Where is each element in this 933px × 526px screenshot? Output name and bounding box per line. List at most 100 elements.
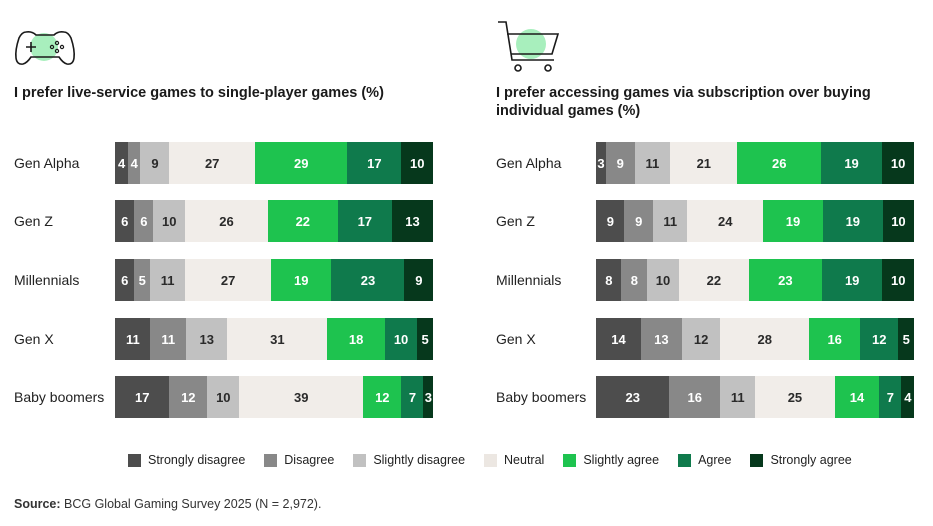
data-label: 39 — [293, 389, 309, 405]
bar-segment-slightly-agree: 16 — [809, 318, 861, 360]
data-label: 9 — [635, 213, 643, 229]
legend-item-neutral: Neutral — [484, 453, 544, 467]
bar-segment-neutral: 22 — [678, 259, 750, 301]
data-label: 23 — [360, 272, 376, 288]
bar-segment-neutral: 26 — [184, 200, 269, 242]
bar-segment-disagree: 5 — [134, 259, 151, 301]
data-label: 12 — [375, 389, 390, 405]
legend-item-slightly-disagree: Slightly disagree — [353, 453, 465, 467]
bar-segment-agree: 17 — [337, 200, 393, 242]
data-label: 3 — [597, 155, 605, 171]
data-label: 11 — [125, 331, 140, 347]
data-label: 14 — [849, 389, 865, 405]
data-label: 19 — [844, 155, 859, 171]
bar-segment-slightly-disagree: 11 — [149, 259, 186, 301]
data-label: 21 — [696, 155, 712, 171]
bar-segment-slightly-agree: 19 — [762, 200, 824, 242]
bar-segment-strongly-disagree: 6 — [115, 259, 135, 301]
bar-segment-strongly-agree: 9 — [404, 259, 434, 301]
data-label: 11 — [645, 155, 660, 171]
data-label: 10 — [216, 389, 231, 405]
bar-segment-slightly-disagree: 11 — [720, 376, 756, 418]
bar-segment-disagree: 8 — [621, 259, 648, 301]
data-label: 9 — [415, 272, 423, 288]
bar-segment-strongly-disagree: 17 — [115, 376, 170, 418]
legend-swatch — [353, 453, 367, 467]
data-label: 29 — [293, 155, 309, 171]
legend-label: Strongly disagree — [148, 453, 246, 467]
bar-segment-agree: 7 — [879, 376, 902, 418]
legend-item-disagree: Disagree — [264, 453, 334, 467]
data-label: 5 — [902, 331, 910, 347]
data-label: 14 — [611, 331, 626, 347]
bar-segment-slightly-agree: 29 — [254, 142, 348, 184]
legend-swatch — [128, 453, 141, 467]
bar-segment-slightly-agree: 18 — [327, 318, 386, 360]
legend-label: Disagree — [284, 453, 335, 467]
data-label: 26 — [772, 155, 787, 171]
legend-item-agree: Agree — [678, 453, 731, 467]
legend-swatch — [563, 453, 577, 467]
category-label: Gen Z — [14, 213, 53, 229]
bar-segment-disagree: 13 — [640, 318, 683, 360]
category-label: Baby boomers — [14, 389, 105, 405]
bar-segment-disagree: 4 — [127, 142, 141, 184]
data-label: 28 — [757, 331, 772, 347]
bar-segment-disagree: 12 — [169, 376, 208, 418]
data-label: 12 — [181, 389, 196, 405]
data-label: 9 — [606, 213, 614, 229]
chart-legend: Strongly disagree Disagree Slightly disagr… — [128, 452, 871, 468]
data-label: 11 — [663, 213, 678, 229]
bar-segment-strongly-disagree: 9 — [596, 200, 625, 242]
chart-panel-live-service: I prefer live-service games to single-pl… — [0, 0, 460, 440]
bar-segment-agree: 7 — [401, 376, 424, 418]
category-label: Baby boomers — [496, 389, 587, 405]
data-label: 5 — [138, 272, 146, 288]
data-label: 11 — [730, 389, 745, 405]
bar-segment-strongly-agree: 4 — [901, 376, 915, 418]
bar-segment-agree: 12 — [859, 318, 899, 360]
data-label: 10 — [393, 331, 409, 347]
data-label: 26 — [219, 213, 234, 229]
category-label: Millennials — [14, 272, 80, 288]
bar-segment-slightly-disagree: 10 — [207, 376, 240, 418]
category-label: Gen X — [14, 331, 54, 347]
bar-segment-strongly-agree: 3 — [423, 376, 434, 418]
chart-title: I prefer live-service games to single-pl… — [14, 85, 384, 101]
data-label: 19 — [785, 213, 801, 229]
legend-swatch — [750, 453, 764, 467]
data-label: 13 — [654, 331, 669, 347]
bar-segment-disagree: 9 — [624, 200, 654, 242]
source-text: BCG Global Gaming Survey 2025 (N = 2,972… — [60, 497, 322, 511]
legend-swatch — [678, 453, 692, 467]
data-label: 8 — [605, 272, 613, 288]
category-label: Gen Alpha — [14, 155, 80, 171]
game-controller-icon — [15, 31, 75, 65]
bar-segment-strongly-agree: 10 — [882, 200, 915, 242]
legend-label: Strongly agree — [770, 453, 852, 467]
bar-segment-neutral: 21 — [669, 142, 738, 184]
bar-segment-strongly-disagree: 3 — [596, 142, 607, 184]
bar-segment-slightly-agree: 14 — [834, 376, 880, 418]
bar-segment-strongly-disagree: 14 — [596, 318, 641, 360]
data-label: 22 — [706, 272, 722, 288]
data-label: 9 — [616, 155, 624, 171]
bar-segment-disagree: 9 — [605, 142, 635, 184]
shopping-cart-icon — [498, 21, 560, 72]
bar-segment-strongly-agree: 5 — [898, 318, 915, 360]
data-label: 12 — [693, 331, 709, 347]
data-label: 11 — [160, 272, 175, 288]
data-label: 7 — [886, 389, 894, 405]
legend-label: Slightly disagree — [373, 453, 466, 467]
bar-segment-slightly-disagree: 13 — [185, 318, 228, 360]
data-label: 10 — [410, 155, 425, 171]
data-label: 10 — [890, 155, 906, 171]
bar-segment-strongly-agree: 10 — [881, 142, 915, 184]
bar-segment-strongly-agree: 10 — [401, 142, 434, 184]
bar-segment-neutral: 27 — [169, 142, 256, 184]
data-label: 22 — [295, 213, 311, 229]
category-label: Gen Z — [496, 213, 535, 229]
data-label: 10 — [891, 272, 906, 288]
bar-segment-agree: 10 — [384, 318, 418, 360]
data-label: 10 — [891, 213, 906, 229]
